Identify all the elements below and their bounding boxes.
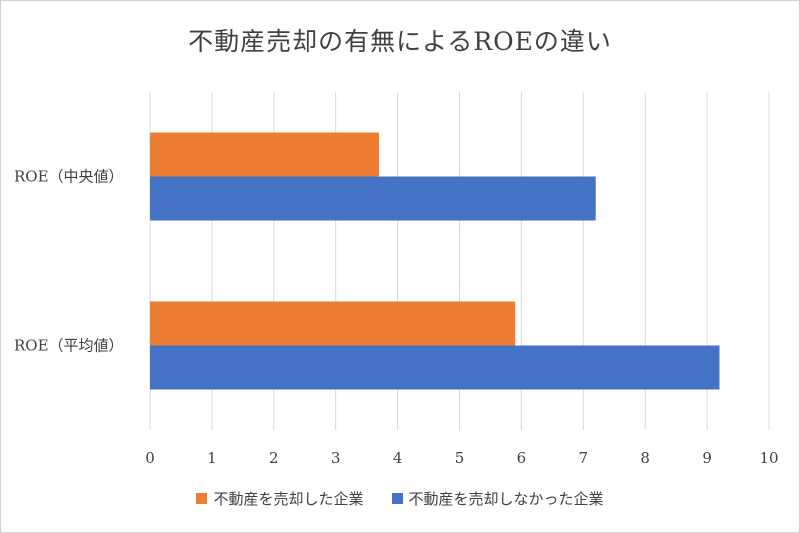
x-tick-label: 9	[702, 449, 712, 467]
category-label: ROE（中央値）	[14, 168, 124, 186]
x-tick-label: 0	[145, 449, 155, 467]
x-tick-label: 7	[579, 449, 589, 467]
x-tick-label: 1	[207, 449, 217, 467]
bar	[150, 301, 516, 346]
bar	[150, 176, 596, 221]
legend: 不動産を売却した企業 不動産を売却しなかった企業	[0, 488, 800, 509]
x-tick-label: 5	[455, 449, 465, 467]
x-tick-label: 4	[393, 449, 403, 467]
x-tick-labels: 0 1 2 3 4 5 6 7 8 9 10	[145, 449, 778, 467]
x-tick-label: 6	[517, 449, 527, 467]
x-tick-label: 8	[640, 449, 650, 467]
x-tick-label: 10	[759, 449, 778, 467]
category-labels: ROE（中央値） ROE（平均値）	[14, 168, 124, 355]
bars	[150, 132, 720, 390]
x-tick-label: 2	[269, 449, 279, 467]
category-label: ROE（平均値）	[14, 337, 124, 355]
x-tick-label: 3	[331, 449, 341, 467]
legend-swatch-not-sold	[391, 493, 403, 504]
chart-title: 不動産売却の有無によるROEの違い	[188, 27, 612, 56]
legend-item-sold: 不動産を売却した企業	[196, 488, 364, 509]
legend-swatch-sold	[196, 493, 208, 504]
legend-label-not-sold: 不動産を売却しなかった企業	[408, 490, 604, 508]
bar	[150, 345, 720, 390]
bar	[150, 132, 380, 177]
legend-item-not-sold: 不動産を売却しなかった企業	[391, 488, 604, 509]
legend-label-sold: 不動産を売却した企業	[213, 490, 364, 508]
